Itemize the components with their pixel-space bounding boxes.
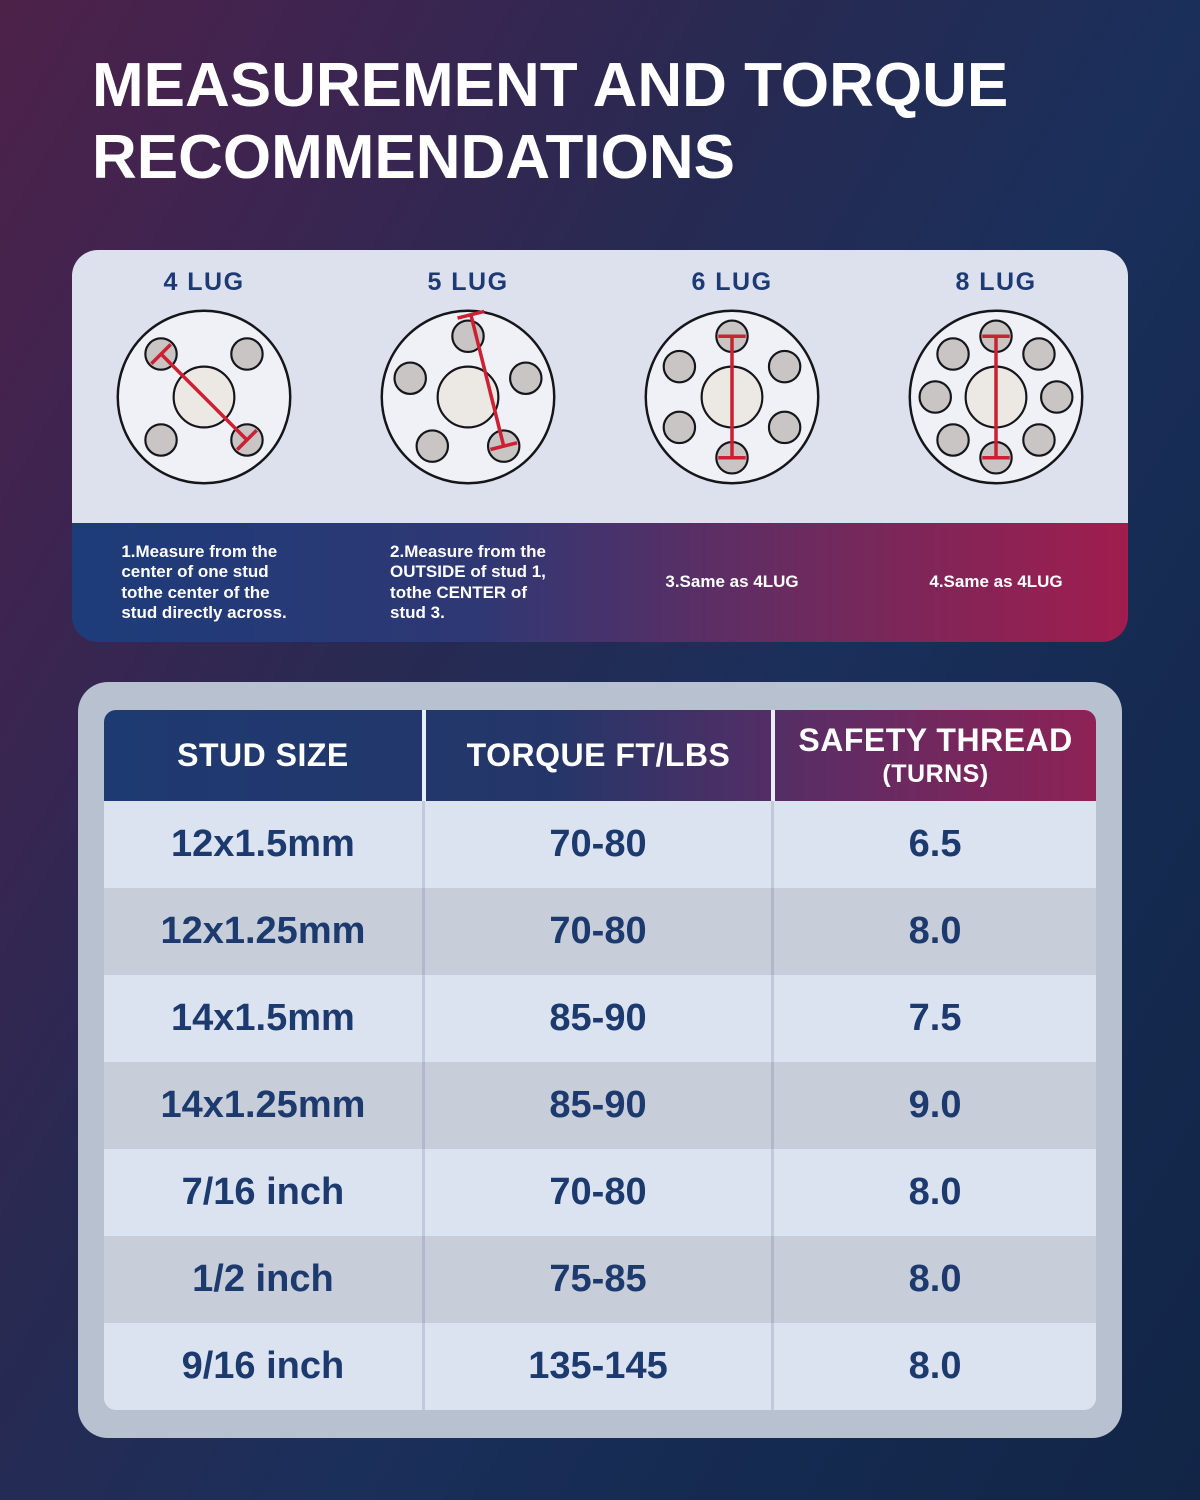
page-title-line1: MEASUREMENT AND TORQUE (92, 51, 1009, 120)
lug-caption-text-5-lug: 2.Measure from the OUTSIDE of stud 1, to… (390, 541, 546, 622)
lug-diagram-4-lug (116, 309, 292, 485)
stud-size-cell: 12x1.5mm (171, 823, 355, 865)
torque-table-card: STUD SIZE TORQUE FT/LBS SAFETY THREAD (TURN… (78, 682, 1122, 1438)
lug-caption-cell-6-lug: 3.Same as 4LUG (600, 523, 864, 642)
torque-cell: 70-80 (421, 888, 771, 975)
lug-diagram-5-lug (380, 309, 556, 485)
lug-label-5-lug: 5 LUG (427, 268, 509, 296)
table-row: 12x1.25mm 70-80 8.0 (104, 888, 1096, 975)
torque-cell: 135-145 (421, 1323, 771, 1410)
safety-thread-cell: 8.0 (771, 888, 1096, 975)
table-header-cell-3: SAFETY THREAD (TURNS) (771, 710, 1096, 801)
stud-size-cell: 1/2 inch (192, 1258, 334, 1300)
torque-table-body: 12x1.5mm 70-80 6.5 12x1.25mm 70-80 8.0 14x1.5m… (104, 801, 1096, 1410)
lug-label-6-lug: 6 LUG (691, 268, 773, 296)
torque-table: STUD SIZE TORQUE FT/LBS SAFETY THREAD (TURN… (104, 710, 1096, 1410)
safety-thread-cell: 9.0 (771, 1062, 1096, 1149)
torque-cell: 75-85 (421, 1236, 771, 1323)
lug-column-5-lug: 5 LUG (336, 250, 600, 523)
lug-column-8-lug: 8 LUG (864, 250, 1128, 523)
table-header-line2: (TURNS) (882, 760, 989, 788)
table-row: 12x1.5mm 70-80 6.5 (104, 801, 1096, 888)
lug-column-4-lug: 4 LUG (72, 250, 336, 523)
stud-size-cell: 7/16 inch (181, 1171, 345, 1213)
lug-caption-text-8-lug: 4.Same as 4LUG (929, 572, 1063, 592)
table-header-line1: SAFETY THREAD (798, 722, 1073, 758)
lug-caption-text-6-lug: 3.Same as 4LUG (665, 572, 799, 592)
page-title: MEASUREMENT AND TORQUE RECOMMENDATIONS (92, 50, 1008, 194)
table-row: 7/16 inch 70-80 8.0 (104, 1149, 1096, 1236)
safety-thread-cell: 6.5 (771, 801, 1096, 888)
stud-size-cell: 14x1.25mm (160, 1084, 366, 1126)
lug-label-4-lug: 4 LUG (163, 268, 245, 296)
lug-label-8-lug: 8 LUG (955, 268, 1037, 296)
safety-thread-cell: 8.0 (771, 1236, 1096, 1323)
table-header-line1: STUD SIZE (177, 737, 349, 773)
safety-thread-cell: 7.5 (771, 975, 1096, 1062)
table-header-cell-1: STUD SIZE (104, 710, 422, 801)
torque-cell: 85-90 (421, 1062, 771, 1149)
lug-measurement-panel: 4 LUG 5 LUG 6 LUG 8 LUG 1.Measure from the … (72, 250, 1128, 642)
table-header-line1: TORQUE FT/LBS (466, 737, 731, 773)
lug-caption-band: 1.Measure from the center of one stud to… (72, 523, 1128, 642)
safety-thread-cell: 8.0 (771, 1149, 1096, 1236)
page-title-line2: RECOMMENDATIONS (92, 122, 735, 192)
table-row: 14x1.5mm 85-90 7.5 (104, 975, 1096, 1062)
lug-caption-text-4-lug: 1.Measure from the center of one stud to… (121, 541, 287, 622)
torque-cell: 85-90 (421, 975, 771, 1062)
table-row: 14x1.25mm 85-90 9.0 (104, 1062, 1096, 1149)
lug-column-6-lug: 6 LUG (600, 250, 864, 523)
torque-cell: 70-80 (421, 801, 771, 888)
lug-caption-cell-5-lug: 2.Measure from the OUTSIDE of stud 1, to… (336, 523, 600, 642)
torque-cell: 70-80 (421, 1149, 771, 1236)
lug-diagram-8-lug (908, 309, 1084, 485)
safety-thread-cell: 8.0 (771, 1323, 1096, 1410)
table-header-cell-2: TORQUE FT/LBS (421, 710, 771, 801)
table-row: 9/16 inch 135-145 8.0 (104, 1323, 1096, 1410)
lug-caption-cell-8-lug: 4.Same as 4LUG (864, 523, 1128, 642)
lug-diagram-grid: 4 LUG 5 LUG 6 LUG 8 LUG (72, 250, 1128, 523)
stud-size-cell: 14x1.5mm (171, 997, 355, 1039)
table-row: 1/2 inch 75-85 8.0 (104, 1236, 1096, 1323)
torque-table-header-row: STUD SIZE TORQUE FT/LBS SAFETY THREAD (TURN… (104, 710, 1096, 801)
lug-caption-cell-4-lug: 1.Measure from the center of one stud to… (72, 523, 336, 642)
lug-diagram-6-lug (644, 309, 820, 485)
stud-size-cell: 9/16 inch (181, 1345, 345, 1387)
stud-size-cell: 12x1.25mm (160, 910, 366, 952)
